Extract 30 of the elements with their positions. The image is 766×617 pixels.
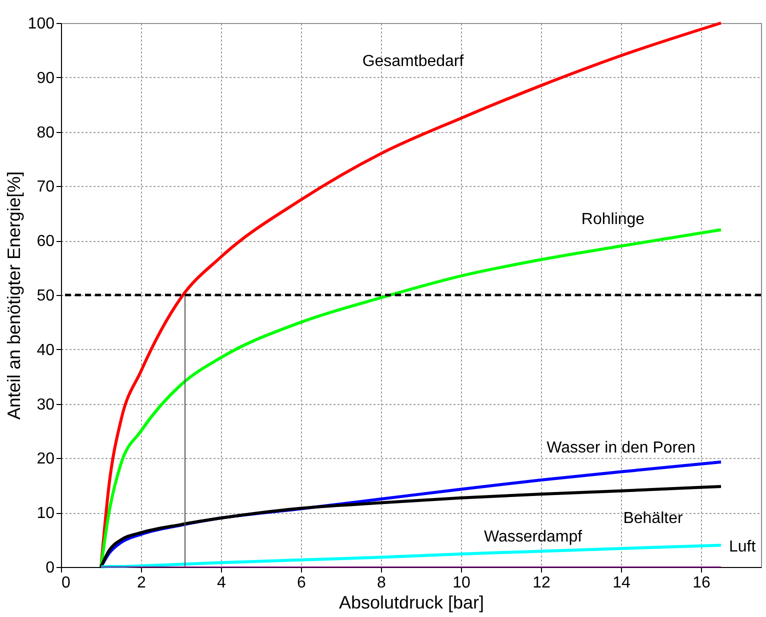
- y-tick-label: 30: [36, 396, 55, 414]
- y-tick-label: 100: [28, 16, 55, 32]
- x-axis-title: Absolutdruck [bar]: [338, 592, 484, 612]
- line-series: [100, 544, 722, 568]
- y-tick-label: 10: [36, 505, 55, 522]
- y-tick-label: 70: [36, 178, 55, 196]
- x-tick-label: 4: [217, 574, 226, 592]
- series-label: Behälter: [623, 510, 684, 528]
- x-tick-label: 0: [62, 574, 70, 592]
- line-series: [100, 228, 722, 568]
- text: Gesamtbedarf: [362, 53, 464, 70]
- series-label: Wasser in den Poren: [546, 439, 696, 456]
- y-tick-label: 20: [36, 450, 55, 468]
- y-tick-label: 80: [36, 124, 55, 142]
- y-axis-title: Anteil an benötigter Energie[%]: [4, 171, 24, 420]
- x-tick-label: 12: [532, 574, 550, 592]
- x-tick-label: 10: [452, 574, 470, 592]
- y-tick-label: 90: [36, 70, 55, 87]
- x-tick-label: 8: [377, 574, 386, 592]
- y-tick-label: 60: [36, 233, 55, 250]
- series-label: Luft: [729, 538, 756, 556]
- x-tick-label: 6: [297, 574, 306, 592]
- y-tick-label: 40: [36, 342, 55, 359]
- y-tick-label: 50: [36, 288, 55, 304]
- x-tick-label: 2: [137, 574, 146, 592]
- x-tick-label: 14: [612, 574, 630, 592]
- x-tick-label: 16: [692, 574, 710, 592]
- annotation: Wasserdampf: [484, 528, 583, 546]
- series-label: Rohlinge: [581, 210, 645, 228]
- y-tick-label: 0: [46, 560, 55, 576]
